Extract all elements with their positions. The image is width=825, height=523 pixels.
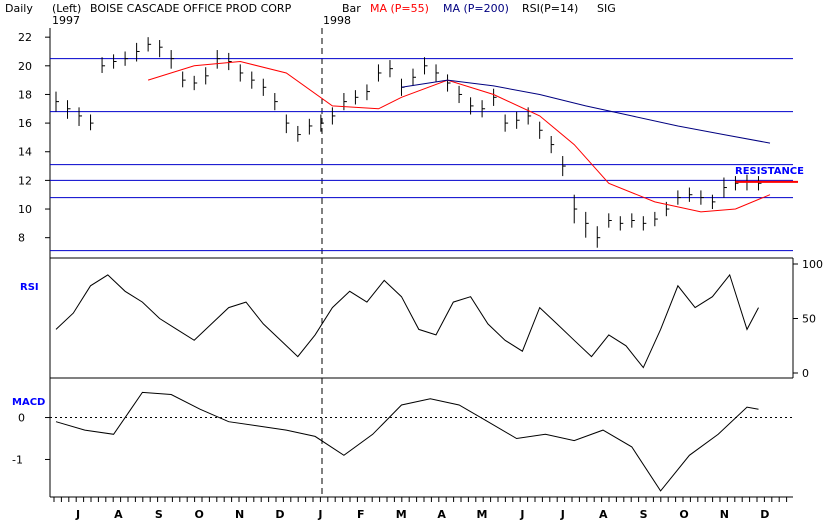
month-label-8: M [396, 508, 407, 521]
month-label-10: M [477, 508, 488, 521]
rsi-line [55, 273, 759, 369]
macd-line [55, 391, 759, 492]
header-bar: Bar [342, 2, 361, 15]
resistance-label: RESISTANCE [735, 166, 804, 177]
month-label-0: J [75, 508, 80, 521]
header-rsi: RSI(P=14) [522, 2, 578, 15]
header-ma200: MA (P=200) [443, 2, 509, 15]
price-y-tick-label-0: 22 [18, 31, 32, 44]
price-bars [55, 37, 762, 248]
month-label-1: A [114, 508, 123, 521]
month-label-17: D [760, 508, 769, 521]
header-year-mid: 1998 [323, 14, 351, 27]
month-label-9: A [437, 508, 446, 521]
price-y-tick-label-1: 20 [18, 60, 32, 73]
month-label-16: N [720, 508, 729, 521]
price-y-tick-label-2: 18 [18, 88, 32, 101]
month-label-14: S [640, 508, 648, 521]
rsi-y-tick-label-2: 0 [802, 367, 809, 380]
month-label-11: J [519, 508, 524, 521]
month-label-12: J [560, 508, 565, 521]
month-label-15: O [679, 508, 688, 521]
header-ticker: BOISE CASCADE OFFICE PROD CORP [90, 2, 292, 15]
macd-label: MACD [12, 397, 45, 408]
rsi-label: RSI [20, 282, 39, 293]
month-label-7: F [357, 508, 365, 521]
header-daily: Daily [5, 2, 33, 15]
price-y-tick-label-4: 14 [18, 146, 32, 159]
month-label-6: J [317, 508, 322, 521]
rsi-y-tick-label-0: 100 [802, 258, 823, 271]
price-y-tick-label-3: 16 [18, 117, 32, 130]
rsi-y-tick-label-1: 50 [802, 313, 816, 326]
price-y-tick-label-5: 12 [18, 174, 32, 187]
x-axis-ticks [53, 497, 788, 502]
price-support-resistance-lines [50, 58, 793, 252]
header-year-start: 1997 [52, 14, 80, 27]
macd-y-ticks: 0 -1 [12, 412, 50, 466]
month-label-3: O [195, 508, 204, 521]
price-y-tick-label-7: 8 [18, 232, 25, 245]
macd-y-tick-label-0: 0 [18, 412, 25, 425]
macd-y-tick-label-1: -1 [12, 453, 23, 466]
header-left: (Left) [52, 2, 81, 15]
price-y-ticks: 22 20 18 16 14 12 10 8 [18, 31, 50, 245]
ma55-line [147, 60, 771, 213]
header-ma55: MA (P=55) [370, 2, 429, 15]
month-label-4: N [235, 508, 244, 521]
rsi-y-ticks: 100 50 0 [793, 258, 823, 380]
header-sig: SIG [597, 2, 616, 15]
ma200-line [401, 79, 771, 144]
month-label-5: D [275, 508, 284, 521]
month-label-13: A [599, 508, 608, 521]
price-y-tick-label-6: 10 [18, 203, 32, 216]
month-label-2: S [155, 508, 163, 521]
